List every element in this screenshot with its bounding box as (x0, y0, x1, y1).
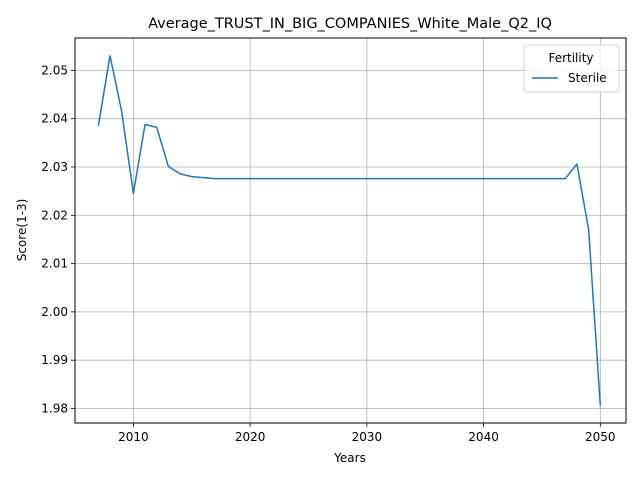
y-tick-label: 2.05 (41, 63, 68, 77)
grid (75, 38, 626, 423)
legend-label-sterile: Sterile (568, 71, 607, 85)
y-axis: 1.98 1.99 2.00 2.01 2.02 2.03 2.04 2.05 (41, 63, 75, 416)
y-tick-label: 1.99 (41, 353, 68, 367)
y-tick-label: 2.03 (41, 160, 68, 174)
chart-title: Average_TRUST_IN_BIG_COMPANIES_White_Mal… (148, 16, 552, 32)
y-tick-label: 2.01 (41, 257, 68, 271)
x-tick-label: 2010 (118, 430, 149, 444)
x-axis-label: Years (333, 451, 366, 465)
legend: Fertility Sterile (523, 44, 620, 93)
x-tick-label: 2050 (585, 430, 616, 444)
y-tick-label: 2.00 (41, 305, 68, 319)
y-axis-label: Score(1-3) (15, 199, 29, 262)
y-tick-label: 2.04 (41, 112, 68, 126)
x-tick-label: 2030 (352, 430, 383, 444)
plot-frame (74, 37, 627, 424)
y-tick-label: 1.98 (41, 402, 68, 416)
series-line-sterile (97, 55, 602, 406)
legend-title: Fertility (548, 51, 593, 65)
legend-box (523, 44, 620, 93)
y-tick-label: 2.02 (41, 208, 68, 222)
series-layer (97, 55, 602, 406)
x-axis: 2010 2020 2030 2040 2050 (118, 423, 616, 444)
x-tick-label: 2020 (235, 430, 266, 444)
x-tick-label: 2040 (468, 430, 499, 444)
